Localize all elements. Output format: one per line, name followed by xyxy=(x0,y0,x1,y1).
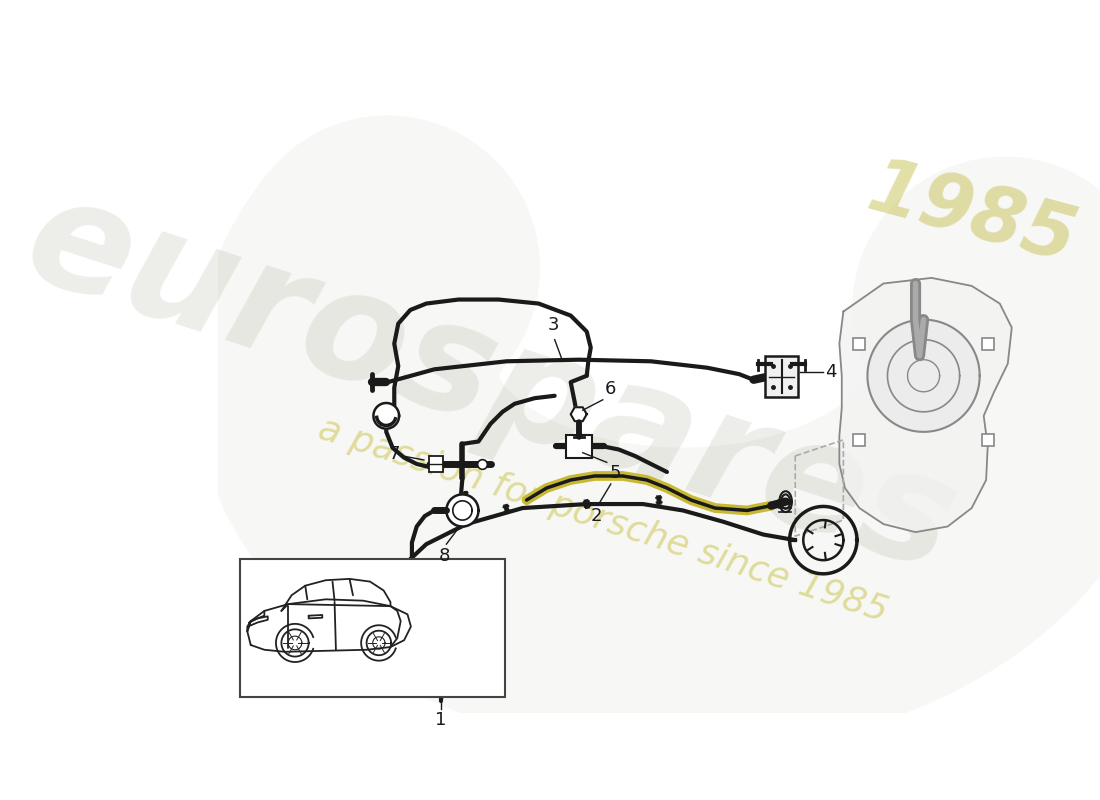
Text: 6: 6 xyxy=(605,380,617,398)
Text: 2: 2 xyxy=(591,507,602,526)
Polygon shape xyxy=(868,319,980,432)
Bar xyxy=(565,435,592,458)
Bar xyxy=(240,558,505,697)
Text: a passion for porsche since 1985: a passion for porsche since 1985 xyxy=(314,412,892,629)
Polygon shape xyxy=(447,494,478,526)
Text: 4: 4 xyxy=(825,362,836,381)
Bar xyxy=(764,356,799,398)
Text: 3: 3 xyxy=(548,316,559,334)
Text: 5: 5 xyxy=(609,464,620,482)
Text: eurospares: eurospares xyxy=(8,164,972,604)
Text: 1985: 1985 xyxy=(859,152,1084,278)
Polygon shape xyxy=(571,407,586,421)
Text: 7: 7 xyxy=(388,446,400,463)
Text: 8: 8 xyxy=(439,546,451,565)
Text: 1: 1 xyxy=(436,711,447,729)
Bar xyxy=(429,456,443,472)
Polygon shape xyxy=(373,403,399,429)
Polygon shape xyxy=(839,278,1012,532)
